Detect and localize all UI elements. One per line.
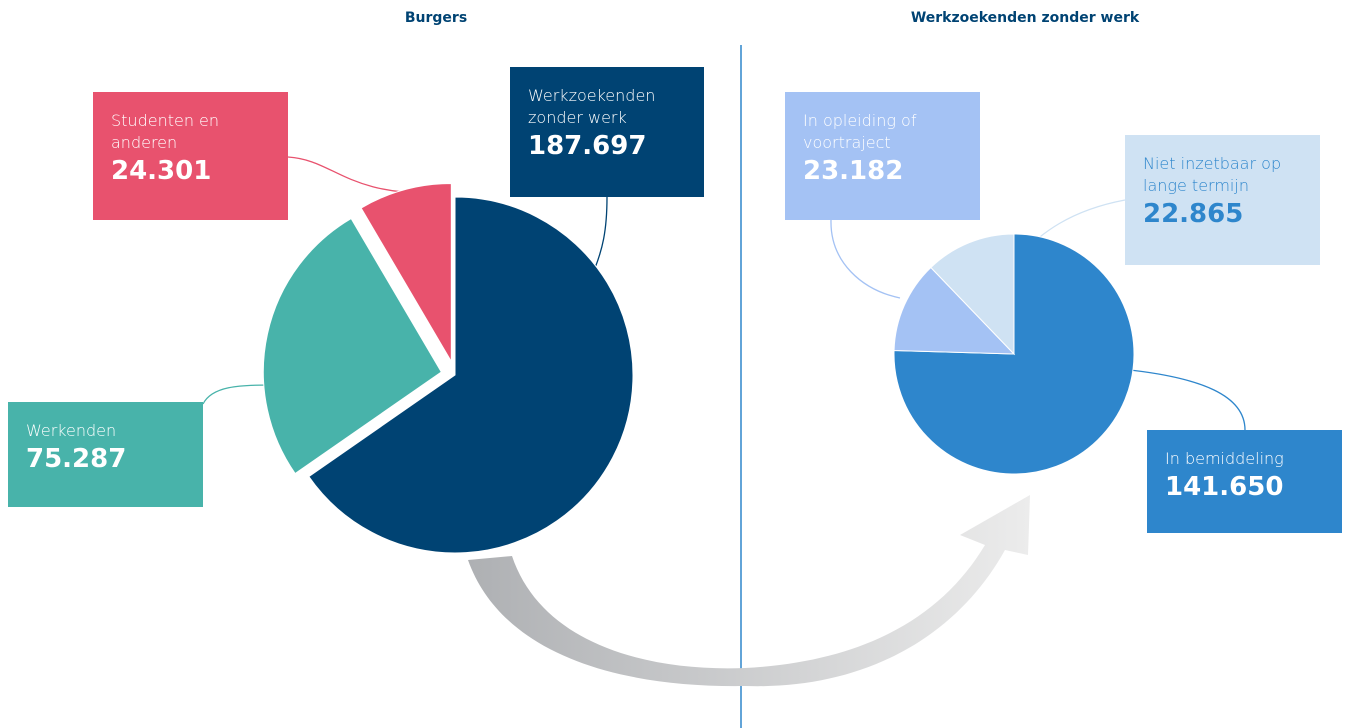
chart-title: Werkzoekenden zonder werk [910,10,1140,26]
label-box: Werkenden 75.287 [8,402,203,507]
connector [1129,369,1246,431]
slice-label: Studenten en anderen [111,111,220,152]
value-label: 23.182 [803,156,904,186]
value-label: 75.287 [26,444,127,474]
value-label: 22.865 [1143,199,1244,229]
label-box: Werkzoekenden zonder werk 187.697 [510,67,704,197]
slice-label: Werkzoekenden zonder werk [528,86,656,127]
flow-arrow [468,495,1030,687]
pie-slice [262,217,442,475]
connector [202,384,271,405]
value-label: 141.650 [1165,472,1284,502]
pie-slice [308,196,634,554]
pie-slice [930,233,1015,356]
label-box: In bemiddeling 141.650 [1147,430,1342,533]
connector [830,219,901,299]
chart-title: Burgers [404,10,468,26]
slice-label: In bemiddeling [1165,449,1284,468]
value-label: 187.697 [528,131,647,161]
slice-label: Werkenden [26,421,117,440]
value-label: 24.301 [111,156,212,186]
slice-label: In opleiding of voortraject [803,111,917,152]
pie-slice [360,182,452,364]
label-box: Studenten en anderen 24.301 [93,92,288,220]
slice-label: Niet inzetbaar op lange termijn [1143,154,1282,195]
label-box: Niet inzetbaar op lange termijn 22.865 [1125,135,1320,265]
pie-slice [893,266,1016,355]
label-box: In opleiding of voortraject 23.182 [785,92,980,220]
connector [594,196,608,269]
